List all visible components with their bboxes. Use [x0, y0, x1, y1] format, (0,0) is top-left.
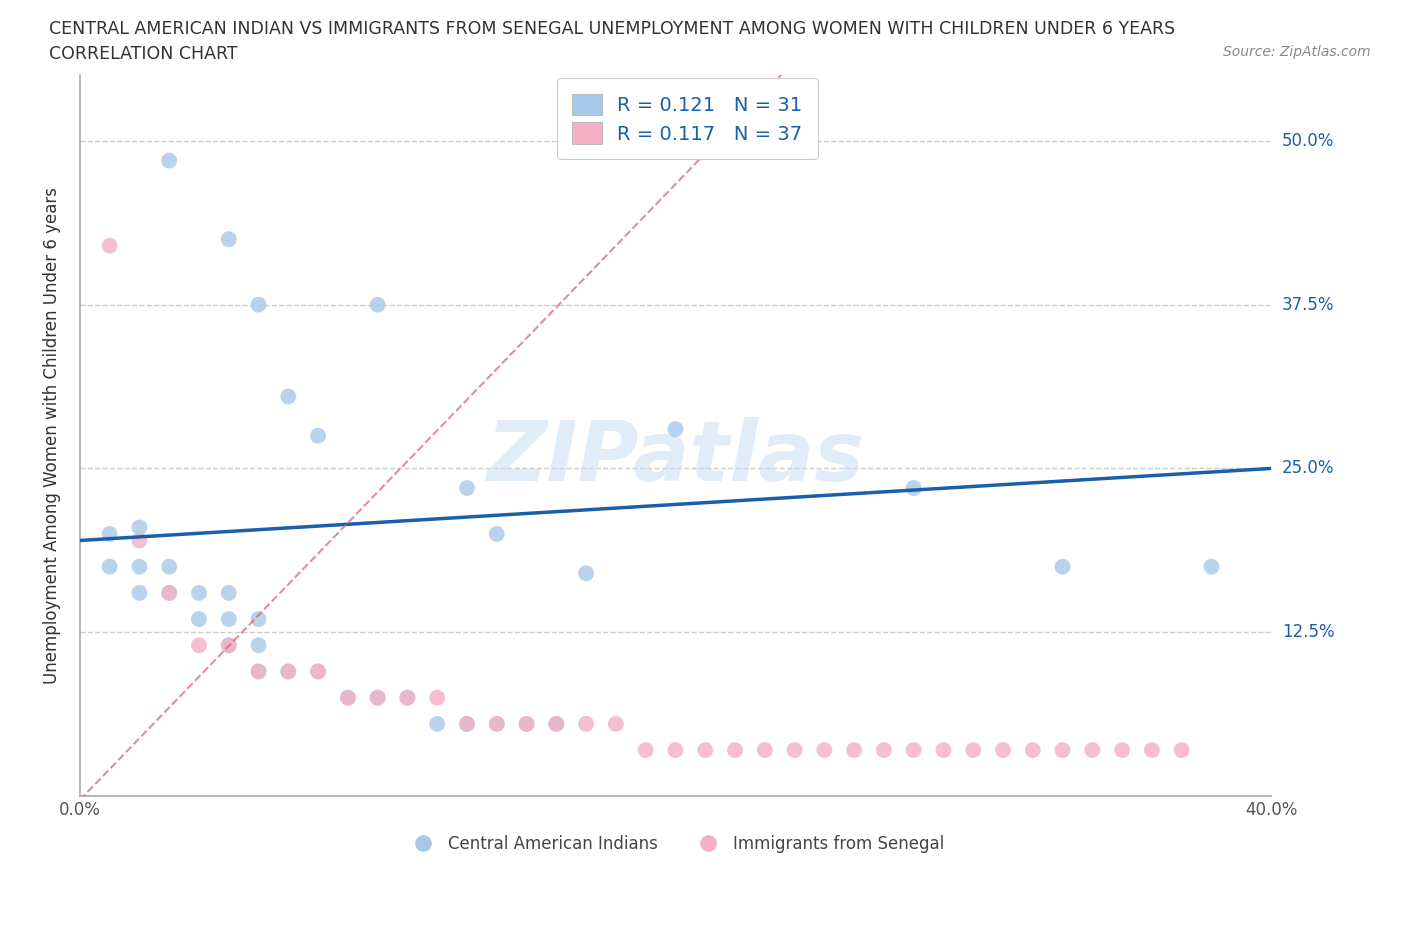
Point: [1052, 559, 1074, 574]
Point: [754, 743, 776, 758]
Point: [218, 638, 240, 653]
Point: [307, 428, 329, 443]
Point: [128, 586, 150, 601]
Y-axis label: Unemployment Among Women with Children Under 6 years: Unemployment Among Women with Children U…: [44, 187, 60, 684]
Text: ZIPatlas: ZIPatlas: [486, 417, 865, 498]
Point: [218, 586, 240, 601]
Point: [98, 526, 121, 541]
Point: [157, 559, 180, 574]
Point: [157, 153, 180, 168]
Text: 12.5%: 12.5%: [1282, 623, 1334, 641]
Point: [218, 638, 240, 653]
Point: [456, 716, 478, 731]
Point: [1201, 559, 1223, 574]
Point: [188, 638, 211, 653]
Point: [367, 690, 389, 705]
Point: [991, 743, 1014, 758]
Point: [546, 716, 568, 731]
Point: [188, 612, 211, 627]
Point: [485, 526, 508, 541]
Point: [336, 690, 359, 705]
Point: [247, 664, 270, 679]
Point: [664, 421, 686, 436]
Point: [456, 716, 478, 731]
Text: 37.5%: 37.5%: [1282, 296, 1334, 313]
Point: [575, 716, 598, 731]
Point: [485, 716, 508, 731]
Point: [605, 716, 627, 731]
Point: [98, 238, 121, 253]
Point: [307, 664, 329, 679]
Point: [277, 389, 299, 404]
Point: [426, 690, 449, 705]
Point: [873, 743, 896, 758]
Point: [188, 586, 211, 601]
Text: CENTRAL AMERICAN INDIAN VS IMMIGRANTS FROM SENEGAL UNEMPLOYMENT AMONG WOMEN WITH: CENTRAL AMERICAN INDIAN VS IMMIGRANTS FR…: [49, 20, 1175, 38]
Point: [1170, 743, 1192, 758]
Point: [128, 520, 150, 535]
Text: 25.0%: 25.0%: [1282, 459, 1334, 477]
Point: [396, 690, 419, 705]
Point: [575, 565, 598, 580]
Point: [396, 690, 419, 705]
Point: [695, 743, 717, 758]
Point: [157, 586, 180, 601]
Point: [247, 638, 270, 653]
Point: [367, 690, 389, 705]
Point: [664, 743, 686, 758]
Point: [307, 664, 329, 679]
Point: [724, 743, 747, 758]
Point: [128, 559, 150, 574]
Point: [485, 716, 508, 731]
Point: [962, 743, 984, 758]
Point: [98, 559, 121, 574]
Point: [218, 232, 240, 246]
Legend: Central American Indians, Immigrants from Senegal: Central American Indians, Immigrants fro…: [399, 829, 950, 859]
Point: [1052, 743, 1074, 758]
Point: [1140, 743, 1163, 758]
Point: [1081, 743, 1104, 758]
Point: [1111, 743, 1133, 758]
Point: [247, 298, 270, 312]
Point: [426, 716, 449, 731]
Point: [456, 481, 478, 496]
Point: [277, 664, 299, 679]
Point: [277, 664, 299, 679]
Point: [634, 743, 657, 758]
Point: [516, 716, 538, 731]
Point: [783, 743, 806, 758]
Point: [367, 298, 389, 312]
Point: [218, 612, 240, 627]
Point: [516, 716, 538, 731]
Point: [546, 716, 568, 731]
Point: [247, 612, 270, 627]
Point: [813, 743, 835, 758]
Point: [128, 533, 150, 548]
Point: [157, 586, 180, 601]
Point: [903, 481, 925, 496]
Text: CORRELATION CHART: CORRELATION CHART: [49, 45, 238, 62]
Text: 50.0%: 50.0%: [1282, 132, 1334, 150]
Point: [336, 690, 359, 705]
Point: [932, 743, 955, 758]
Text: Source: ZipAtlas.com: Source: ZipAtlas.com: [1223, 45, 1371, 59]
Point: [1022, 743, 1045, 758]
Point: [903, 743, 925, 758]
Point: [247, 664, 270, 679]
Point: [842, 743, 865, 758]
